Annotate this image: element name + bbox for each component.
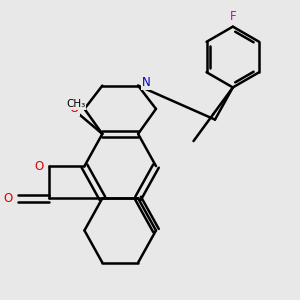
Text: O: O: [34, 160, 43, 172]
Text: CH₃: CH₃: [66, 99, 85, 109]
Text: O: O: [4, 192, 13, 205]
Text: O: O: [70, 102, 79, 116]
Text: N: N: [142, 76, 150, 88]
Text: F: F: [230, 10, 236, 23]
